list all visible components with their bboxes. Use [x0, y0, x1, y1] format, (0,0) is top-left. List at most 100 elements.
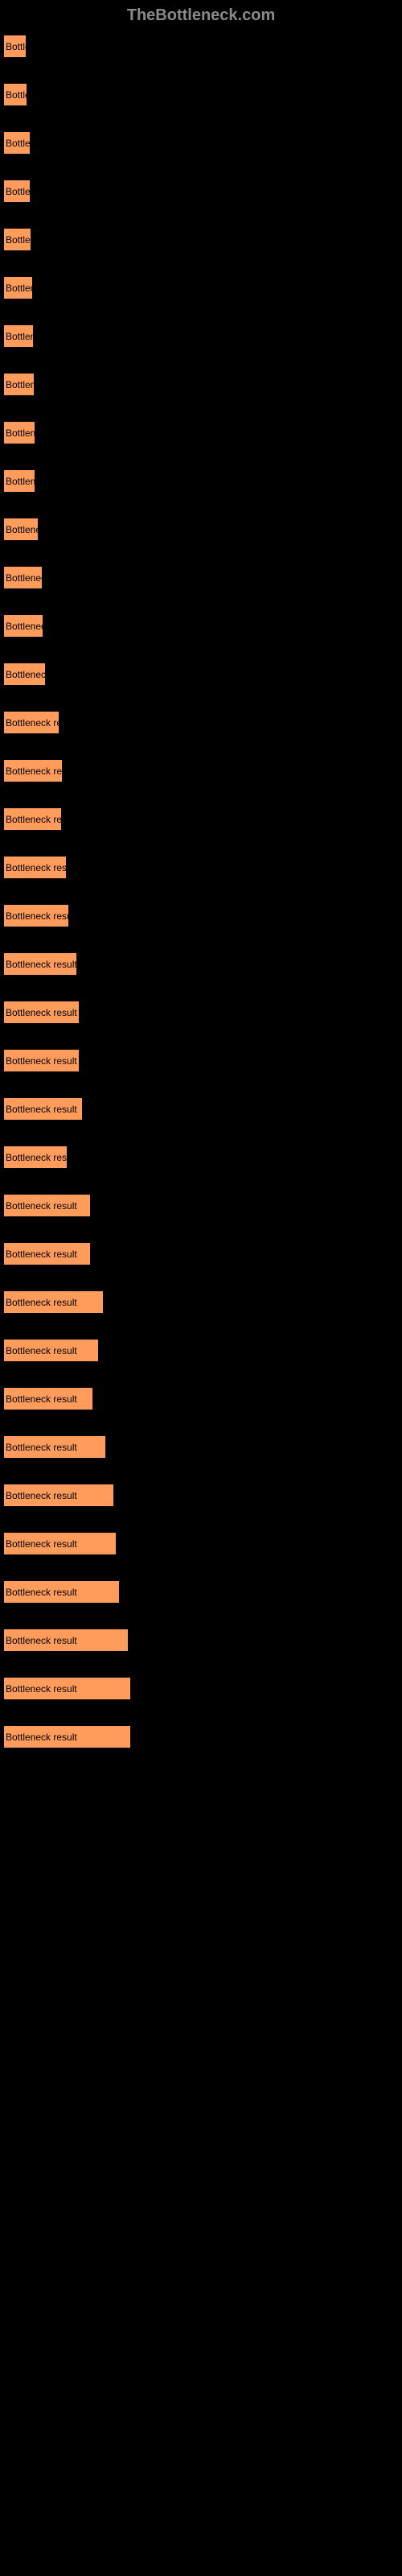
- chart-bar: Bottleneck result: [3, 807, 62, 831]
- chart-bar: Bottleneck result: [3, 1339, 99, 1362]
- chart-row: Bottleneck result: [3, 83, 399, 106]
- chart-bar: Bottleneck result: [3, 759, 63, 782]
- bar-label: Bottleneck result: [4, 1442, 77, 1453]
- bottleneck-bar-chart: Bottleneck resultBottleneck resultBottle…: [0, 35, 402, 1790]
- chart-bar: Bottleneck result: [3, 566, 43, 589]
- bar-value: 44: [120, 1580, 132, 1604]
- bar-label: Bottleneck result: [4, 1007, 77, 1018]
- chart-row: Bottleneck result 42: [3, 1484, 399, 1507]
- bar-label: Bottleneck result: [4, 669, 45, 680]
- bar-label: Bottleneck result: [4, 1732, 77, 1743]
- chart-bar: Bottleneck result: [3, 1677, 131, 1700]
- chart-bar: Bottleneck result: [3, 1194, 91, 1217]
- bar-label: Bottleneck result: [4, 1683, 77, 1695]
- bar-label: Bottleneck result: [4, 1345, 77, 1356]
- bar-label: Bottleneck result: [4, 910, 68, 922]
- chart-bar: Bottleneck result: [3, 1629, 129, 1652]
- bar-label: Bottleneck result: [4, 1055, 77, 1067]
- bar-label: Bottleneck result: [4, 1297, 77, 1308]
- bar-label: Bottleneck result: [4, 1104, 77, 1115]
- chart-row: Bottleneck result: [3, 566, 399, 589]
- chart-row: Bottleneck result: [3, 373, 399, 396]
- chart-row: Bottleneck result: [3, 324, 399, 348]
- bar-label: Bottleneck result: [4, 1490, 77, 1501]
- bar-label: Bottleneck result: [4, 1587, 77, 1598]
- bar-value: 42: [114, 1484, 126, 1507]
- chart-bar: Bottleneck result: [3, 131, 31, 155]
- chart-row: Bottleneck result: [3, 807, 399, 831]
- bar-label: Bottleneck result: [4, 717, 59, 729]
- bar-label: Bottleneck result: [4, 379, 34, 390]
- chart-row: Bottleneck result: [3, 228, 399, 251]
- chart-bar: Bottleneck result: [3, 35, 27, 58]
- bar-label: Bottleneck result: [4, 234, 31, 246]
- chart-row: Bottleneck result: [3, 1339, 399, 1362]
- bar-label: Bottleneck result: [4, 138, 30, 149]
- chart-bar: Bottleneck result: [3, 856, 67, 879]
- chart-bar: Bottleneck result: [3, 276, 33, 299]
- bar-label: Bottleneck result: [4, 1538, 77, 1550]
- bar-label: Bottleneck result: [4, 766, 62, 777]
- bar-label: Bottleneck result: [4, 283, 32, 294]
- bar-label: Bottleneck result: [4, 186, 30, 197]
- bar-label: Bottleneck result: [4, 1249, 77, 1260]
- bar-value: 49: [131, 1725, 143, 1748]
- chart-bar: Bottleneck result: [3, 614, 43, 638]
- chart-bar: Bottleneck result: [3, 711, 59, 734]
- chart-row: Bottleneck result: [3, 469, 399, 493]
- chart-row: Bottleneck result: [3, 904, 399, 927]
- chart-bar: Bottleneck result: [3, 180, 31, 203]
- chart-row: Bottleneck result: [3, 952, 399, 976]
- bar-label: Bottleneck result: [4, 1200, 77, 1212]
- bar-label: Bottleneck result: [4, 814, 61, 825]
- chart-bar: Bottleneck result: [3, 421, 35, 444]
- chart-row: Bottleneck result: [3, 180, 399, 203]
- chart-row: Bottleneck result: [3, 1097, 399, 1121]
- chart-row: Bottleneck result 49: [3, 1677, 399, 1700]
- bar-value: 43: [117, 1532, 129, 1555]
- chart-bar: Bottleneck result: [3, 1146, 68, 1169]
- chart-bar: Bottleneck result: [3, 1097, 83, 1121]
- chart-bar: Bottleneck result: [3, 1290, 104, 1314]
- bar-label: Bottleneck result: [4, 1393, 77, 1405]
- chart-bar: Bottleneck result: [3, 83, 27, 106]
- chart-row: Bottleneck result: [3, 1194, 399, 1217]
- chart-bar: Bottleneck result: [3, 1242, 91, 1265]
- chart-bar: Bottleneck result: [3, 952, 77, 976]
- chart-row: Bottleneck result: [3, 1435, 399, 1459]
- bar-label: Bottleneck result: [4, 1635, 77, 1646]
- chart-row: Bottleneck result: [3, 1001, 399, 1024]
- bar-label: Bottleneck result: [4, 862, 66, 873]
- bar-value: 49: [131, 1677, 143, 1700]
- chart-bar: Bottleneck result: [3, 1049, 80, 1072]
- chart-bar: Bottleneck result: [3, 1387, 93, 1410]
- chart-row: Bottleneck result: [3, 421, 399, 444]
- bar-label: Bottleneck result: [4, 476, 35, 487]
- chart-row: Bottleneck result: [3, 1146, 399, 1169]
- chart-row: Bottleneck result 44: [3, 1580, 399, 1604]
- chart-bar: Bottleneck result: [3, 373, 35, 396]
- chart-row: Bottleneck result: [3, 856, 399, 879]
- bar-label: Bottleneck result: [4, 621, 43, 632]
- chart-row: Bottleneck result: [3, 1049, 399, 1072]
- chart-bar: Bottleneck result: [3, 1532, 117, 1555]
- chart-row: Bottleneck result: [3, 614, 399, 638]
- chart-row: Bottleneck result: [3, 1387, 399, 1410]
- chart-bar: Bottleneck result: [3, 324, 34, 348]
- chart-bar: Bottleneck result: [3, 1484, 114, 1507]
- chart-bar: Bottleneck result: [3, 663, 46, 686]
- chart-bar: Bottleneck result: [3, 1580, 120, 1604]
- chart-bar: Bottleneck result: [3, 1435, 106, 1459]
- chart-bar: Bottleneck result: [3, 1001, 80, 1024]
- bar-label: Bottleneck result: [4, 331, 33, 342]
- chart-row: Bottleneck result: [3, 518, 399, 541]
- bar-label: Bottleneck result: [4, 1152, 67, 1163]
- bar-label: Bottleneck result: [4, 959, 76, 970]
- brand-title: TheBottleneck.com: [0, 0, 402, 35]
- chart-bar: Bottleneck result: [3, 518, 39, 541]
- bar-label: Bottleneck result: [4, 41, 26, 52]
- bar-value: 48: [129, 1629, 141, 1652]
- chart-row: Bottleneck result: [3, 663, 399, 686]
- chart-row: Bottleneck result: [3, 1290, 399, 1314]
- chart-row: Bottleneck result: [3, 1242, 399, 1265]
